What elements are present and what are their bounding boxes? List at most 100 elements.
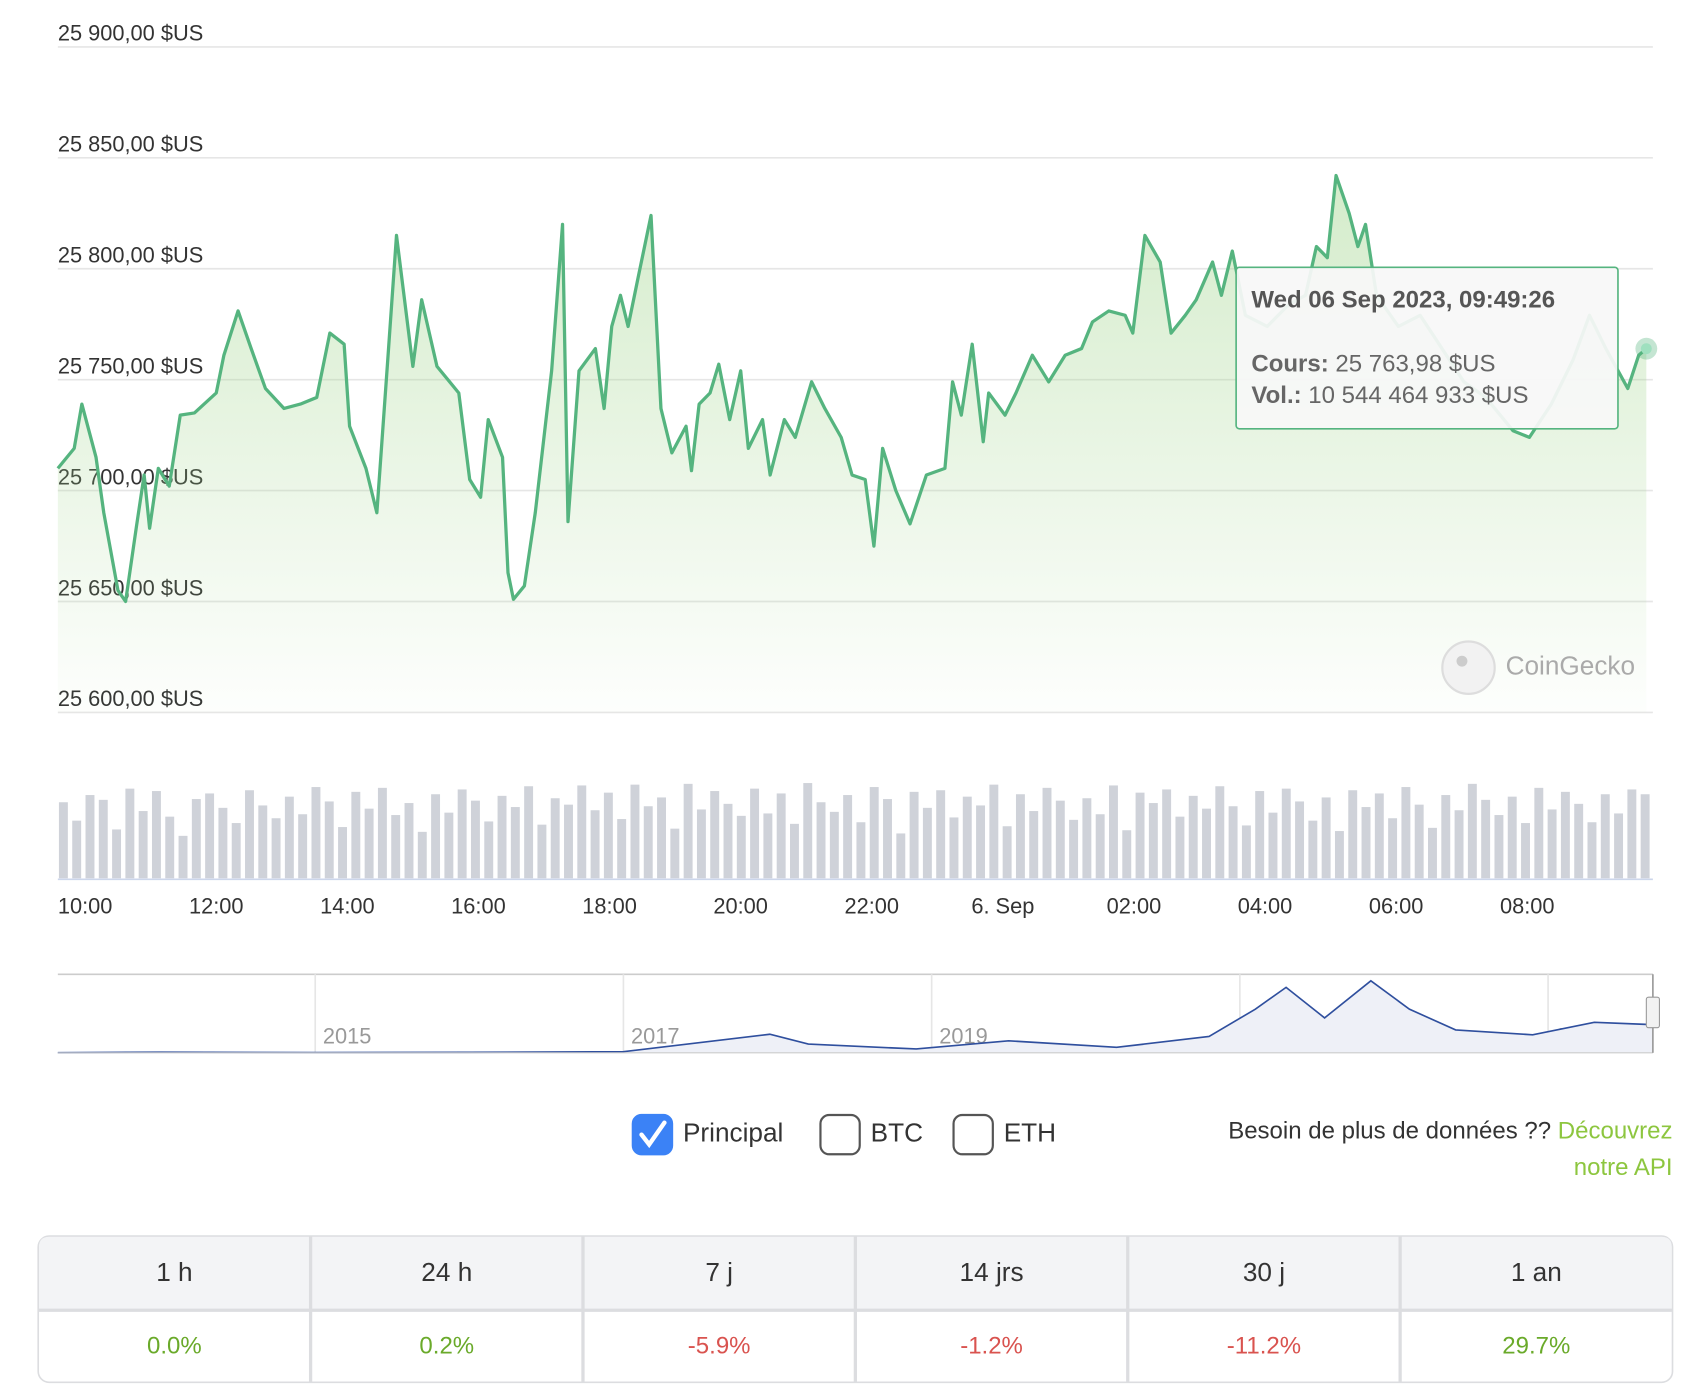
- watermark: CoinGecko: [1441, 640, 1635, 695]
- y-tick-label: 25 800,00 $US: [58, 243, 203, 268]
- volume-bar: [949, 817, 959, 879]
- volume-bar: [1494, 815, 1504, 879]
- volume-bar: [603, 792, 613, 879]
- volume-bar: [1308, 820, 1318, 879]
- navigator[interactable]: 20152017201920212023: [57, 973, 1660, 1054]
- volume-bar: [298, 814, 308, 879]
- volume-bar: [803, 783, 813, 879]
- volume-bar: [1547, 809, 1557, 879]
- volume-bar: [564, 804, 573, 879]
- volume-bar: [550, 798, 560, 879]
- volume-bar: [657, 797, 667, 879]
- volume-bar: [922, 807, 932, 879]
- volume-bar: [1122, 830, 1132, 879]
- volume-bar: [364, 808, 374, 879]
- volume-bar: [58, 802, 68, 879]
- volume-bar: [205, 793, 215, 879]
- toggle-label[interactable]: ETH: [1004, 1118, 1056, 1148]
- tooltip-title: Wed 06 Sep 2023, 09:49:26: [1251, 286, 1555, 313]
- volume-bar: [1321, 797, 1331, 879]
- volume-bar: [590, 810, 600, 879]
- volume-bar: [125, 788, 135, 879]
- volume-bar: [683, 783, 693, 879]
- volume-bar: [1600, 794, 1610, 879]
- x-tick-label: 16:00: [451, 893, 506, 918]
- volume-bar: [510, 807, 520, 879]
- navigator-label: 2017: [631, 1023, 680, 1048]
- volume-bar: [1241, 825, 1251, 879]
- table-header: 7 j: [705, 1257, 733, 1287]
- api-link[interactable]: Découvrez: [1558, 1118, 1673, 1145]
- x-tick-label: 02:00: [1107, 893, 1162, 918]
- toggle-label[interactable]: Principal: [683, 1118, 783, 1148]
- x-tick-label: 08:00: [1500, 893, 1555, 918]
- volume-bar: [537, 824, 547, 879]
- volume-bar: [484, 821, 494, 879]
- table-header: 14 jrs: [960, 1257, 1024, 1287]
- volume-bar: [1454, 810, 1464, 879]
- volume-bar: [72, 820, 82, 879]
- table-cell: -5.9%: [688, 1333, 751, 1360]
- volume-bar: [1095, 814, 1105, 879]
- toggle-label[interactable]: BTC: [871, 1118, 923, 1148]
- volume-bar: [829, 811, 839, 879]
- volume-bar: [112, 829, 122, 879]
- volume-bar: [723, 803, 733, 879]
- volume-bar: [1228, 806, 1238, 879]
- watermark-text: CoinGecko: [1506, 651, 1635, 681]
- volume-bar: [1281, 788, 1291, 879]
- tooltip-value: 10 544 464 933 $US: [1308, 382, 1528, 409]
- volume-bar: [1069, 819, 1079, 879]
- x-tick-label: 20:00: [713, 893, 768, 918]
- navigator-label: 2015: [323, 1023, 372, 1048]
- volume-bar: [191, 799, 201, 879]
- volume-bar: [1082, 798, 1092, 879]
- tooltip-label: Cours:: [1251, 351, 1328, 378]
- volume-bar: [577, 785, 587, 879]
- change-table: 1 h 0.0% 24 h 0.2% 7 j -5.9% 14 jrs -1.2% 30 j -1…: [37, 1235, 1674, 1384]
- volume-bar: [1162, 789, 1172, 879]
- volume-bar: [1202, 808, 1211, 879]
- checkbox[interactable]: [819, 1113, 861, 1156]
- volume-bar: [258, 805, 268, 879]
- volume-bar: [750, 788, 760, 879]
- volume-bar: [736, 815, 746, 879]
- x-tick-label: 10:00: [58, 893, 113, 918]
- checkbox[interactable]: [631, 1113, 674, 1156]
- table-cell: 29.7%: [1502, 1333, 1570, 1360]
- volume-bar: [311, 787, 321, 879]
- volume-bar: [178, 835, 188, 879]
- volume-bar: [1268, 812, 1278, 879]
- volume-bar: [457, 789, 467, 879]
- volume-bar: [1334, 831, 1344, 879]
- volume-bar: [1481, 799, 1491, 879]
- y-tick-label: 25 900,00 $US: [58, 21, 203, 46]
- checkbox[interactable]: [952, 1113, 994, 1156]
- volume-bar: [643, 806, 653, 879]
- x-tick-label: 12:00: [189, 893, 244, 918]
- x-tick-label: 04:00: [1238, 893, 1293, 918]
- svg-text:Vol.: 10 544 464 933 $US: Vol.: 10 544 464 933 $US: [1251, 382, 1528, 409]
- volume-bar: [1574, 803, 1584, 879]
- volume-bar: [1109, 785, 1118, 879]
- volume-bar: [696, 809, 706, 879]
- volume-bar: [231, 823, 241, 879]
- volume-bar: [1467, 783, 1477, 879]
- volume-bar: [1348, 790, 1358, 879]
- x-tick-label: 14:00: [320, 893, 375, 918]
- volume-bar: [391, 815, 401, 879]
- volume-bar: [617, 819, 627, 879]
- api-link[interactable]: notre API: [1574, 1154, 1673, 1181]
- volume-bar: [1029, 811, 1039, 879]
- volume-bar: [1627, 789, 1637, 879]
- table-cell: 0.2%: [419, 1333, 474, 1360]
- tooltip-label: Vol.:: [1251, 382, 1301, 409]
- volume-bar: [1521, 823, 1530, 879]
- hover-point: [1640, 343, 1652, 355]
- navigator-handle[interactable]: [1645, 996, 1660, 1029]
- volume-bar: [138, 811, 148, 879]
- volume-bar: [869, 787, 879, 879]
- volume-bar: [524, 786, 534, 879]
- volume-bar: [165, 816, 175, 879]
- volume-bar: [843, 795, 853, 879]
